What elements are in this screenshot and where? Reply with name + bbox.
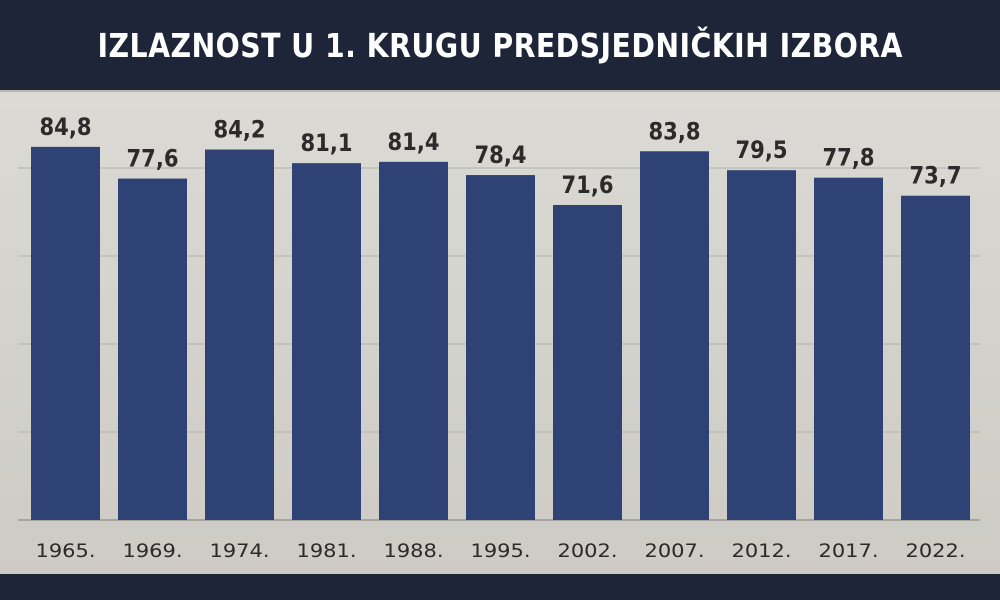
x-tick-label-10: 2022.: [906, 540, 966, 562]
bar-10: [901, 195, 970, 520]
x-tick-label-5: 1995.: [471, 540, 531, 562]
chart-header: IZLAZNOST U 1. KRUGU PREDSJEDNIČKIH IZBO…: [0, 0, 1000, 90]
value-label-9: 77,8: [823, 144, 875, 172]
x-tick-label-6: 2002.: [558, 540, 618, 562]
value-label-2: 84,2: [214, 116, 266, 144]
value-label-3: 81,1: [301, 129, 353, 157]
bar-2: [205, 149, 274, 520]
bar-7: [640, 151, 709, 520]
bar-9: [814, 177, 883, 520]
x-tick-label-2: 1974.: [210, 540, 270, 562]
x-tick-label-0: 1965.: [36, 540, 96, 562]
chart-title: IZLAZNOST U 1. KRUGU PREDSJEDNIČKIH IZBO…: [97, 25, 903, 65]
bar-0: [31, 146, 100, 520]
bar-4: [379, 161, 448, 520]
bar-6: [553, 204, 622, 520]
value-label-10: 73,7: [910, 162, 962, 190]
value-label-0: 84,8: [40, 113, 92, 141]
x-tick-label-8: 2012.: [732, 540, 792, 562]
value-label-1: 77,6: [127, 145, 179, 173]
bar-8: [727, 170, 796, 520]
x-tick-label-9: 2017.: [819, 540, 879, 562]
x-tick-label-4: 1988.: [384, 540, 444, 562]
value-label-5: 78,4: [475, 141, 527, 169]
value-label-8: 79,5: [736, 136, 788, 164]
value-label-7: 83,8: [649, 117, 701, 145]
x-tick-label-3: 1981.: [297, 540, 357, 562]
x-tick-label-1: 1969.: [123, 540, 183, 562]
bar-1: [118, 178, 187, 520]
bar-5: [466, 175, 535, 521]
value-label-4: 81,4: [388, 128, 440, 156]
bar-3: [292, 163, 361, 520]
x-tick-label-7: 2007.: [645, 540, 705, 562]
bottom-bar: [0, 574, 1000, 600]
value-label-6: 71,6: [562, 171, 614, 199]
